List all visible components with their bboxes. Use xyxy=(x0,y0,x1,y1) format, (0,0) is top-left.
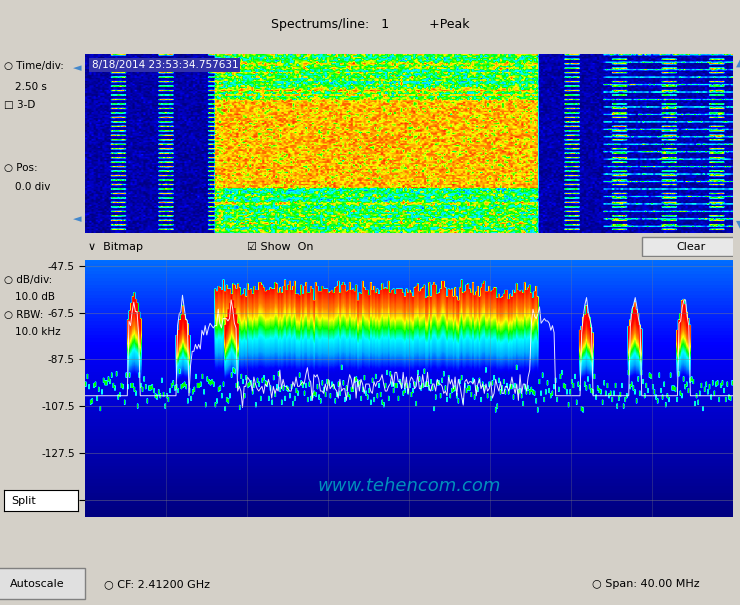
Text: ○ dB/div:: ○ dB/div: xyxy=(4,275,52,286)
Text: 2.50 s: 2.50 s xyxy=(15,82,47,92)
Text: ◄: ◄ xyxy=(73,214,82,224)
FancyBboxPatch shape xyxy=(642,237,739,256)
Text: ○ RBW:: ○ RBW: xyxy=(4,310,43,320)
Text: ◄: ◄ xyxy=(73,64,82,73)
Text: 10.0 dB: 10.0 dB xyxy=(15,292,55,302)
Text: ☑ Show  On: ☑ Show On xyxy=(247,241,314,252)
Text: ▲: ▲ xyxy=(736,58,740,68)
Text: www.tehencom.com: www.tehencom.com xyxy=(317,477,500,495)
Text: ○ Span: 40.00 MHz: ○ Span: 40.00 MHz xyxy=(592,579,699,589)
Text: 10.0 kHz: 10.0 kHz xyxy=(15,327,61,337)
Text: ○ Pos:: ○ Pos: xyxy=(4,163,37,174)
FancyBboxPatch shape xyxy=(0,568,85,600)
Text: ○ CF: 2.41200 GHz: ○ CF: 2.41200 GHz xyxy=(104,579,209,589)
Text: ○ Time/div:: ○ Time/div: xyxy=(4,60,64,71)
Text: □ 3-D: □ 3-D xyxy=(4,100,35,110)
Text: ▼: ▼ xyxy=(736,220,740,229)
Text: Spectrums/line:   1          +Peak: Spectrums/line: 1 +Peak xyxy=(271,18,469,31)
Text: 0.0 div: 0.0 div xyxy=(15,182,50,192)
Text: Clear: Clear xyxy=(676,241,705,252)
Text: Split: Split xyxy=(11,495,36,506)
Text: ∨  Bitmap: ∨ Bitmap xyxy=(88,241,144,252)
Text: Autoscale: Autoscale xyxy=(10,579,64,589)
Text: 8/18/2014 23:53:34.757631: 8/18/2014 23:53:34.757631 xyxy=(92,60,238,70)
